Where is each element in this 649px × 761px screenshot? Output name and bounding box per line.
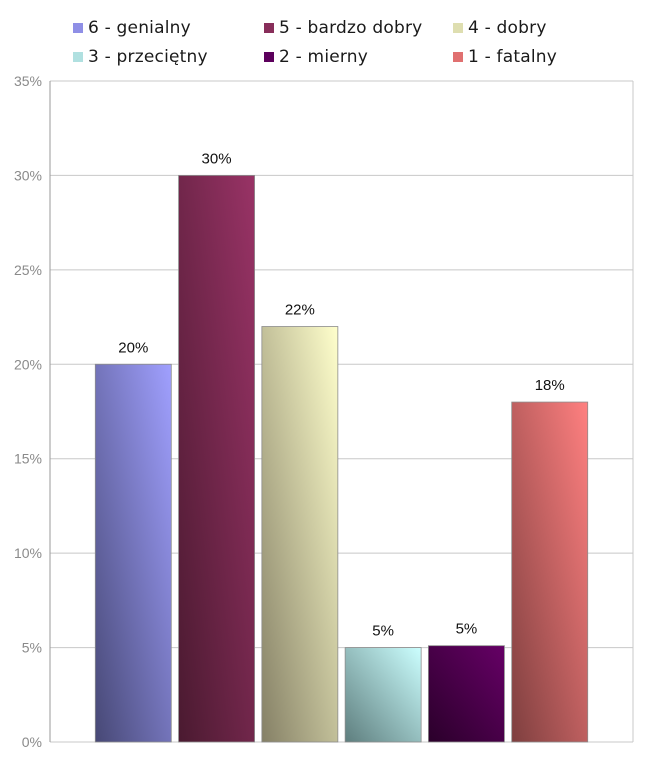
- data-label: 22%: [285, 302, 315, 319]
- legend-item-mierny: 2 - mierny: [264, 47, 368, 67]
- bars: [94, 175, 589, 743]
- y-axis-ticks: 0% 5% 10% 15% 20% 25% 30% 35%: [14, 73, 42, 750]
- bar: [94, 363, 172, 743]
- bar: [511, 401, 589, 743]
- y-tick-label: 35%: [14, 73, 42, 89]
- y-tick-label: 0%: [22, 734, 42, 750]
- bar: [178, 175, 255, 743]
- legend-swatch: [73, 23, 83, 33]
- legend-item-bardzo-dobry: 5 - bardzo dobry: [264, 18, 422, 38]
- data-label: 20%: [118, 339, 148, 356]
- legend-label: 4 - dobry: [468, 18, 547, 38]
- legend-swatch: [453, 23, 463, 33]
- y-tick-label: 5%: [22, 640, 42, 656]
- y-tick-label: 10%: [14, 545, 42, 561]
- legend-label: 1 - fatalny: [468, 47, 558, 67]
- y-tick-label: 25%: [14, 262, 42, 278]
- data-label: 30%: [202, 150, 232, 167]
- legend-item-dobry: 4 - dobry: [453, 18, 547, 38]
- legend-swatch: [73, 52, 83, 62]
- legend-swatch: [264, 52, 274, 62]
- legend-swatch: [264, 23, 274, 33]
- legend-label: 5 - bardzo dobry: [279, 18, 423, 38]
- y-tick-label: 15%: [14, 451, 42, 467]
- data-label: 18%: [535, 377, 565, 394]
- legend-label: 2 - mierny: [279, 47, 369, 67]
- legend-label: 6 - genialny: [88, 18, 191, 38]
- data-labels: 20% 30% 22% 5% 5% 18%: [118, 150, 564, 639]
- bar: [261, 326, 339, 743]
- y-tick-label: 30%: [14, 167, 42, 183]
- data-label: 5%: [372, 623, 394, 640]
- y-tick-label: 20%: [14, 356, 42, 372]
- legend-item-fatalny: 1 - fatalny: [453, 47, 557, 67]
- bar: [344, 647, 422, 743]
- legend-label: 3 - przeciętny: [88, 47, 208, 67]
- legend: 6 - genialny 5 - bardzo dobry 4 - dobry …: [0, 0, 649, 75]
- data-label: 5%: [456, 621, 478, 638]
- legend-item-przecietny: 3 - przeciętny: [73, 47, 208, 67]
- legend-swatch: [453, 52, 463, 62]
- bar: [428, 645, 505, 743]
- legend-item-genialny: 6 - genialny: [73, 18, 191, 38]
